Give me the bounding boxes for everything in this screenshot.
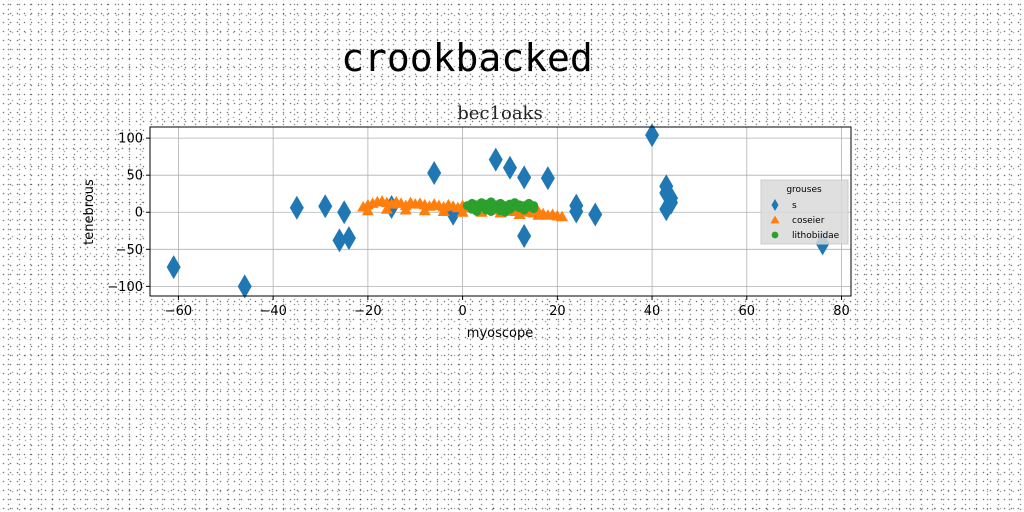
x-tick-label: −60 [165,304,192,319]
legend: grouses s coseier lithobiidae [760,179,849,245]
data-points [166,123,830,299]
data-point [380,203,393,214]
legend-marker-s [771,199,779,211]
data-point [500,207,510,217]
x-tick-label: 0 [458,304,466,319]
data-point [488,147,503,172]
data-point [502,155,517,180]
data-point [361,204,374,216]
axis-ticks: −60 −40 −20 0 20 40 60 80 −100 −50 0 50 100 [107,132,850,319]
x-tick-label: 80 [833,304,850,319]
x-tick-label: 60 [739,304,756,319]
x-tick-label: −20 [354,304,381,319]
y-tick-label: 50 [126,169,143,184]
data-point [540,166,555,191]
data-point [569,199,584,224]
y-tick-label: 100 [118,132,143,147]
x-tick-label: 40 [644,304,661,319]
x-tick-label: −40 [259,304,286,319]
legend-marker-coseier [770,215,780,224]
legend-title: grouses [786,185,822,195]
data-point [166,255,181,280]
data-point [427,160,442,185]
legend-entries: s coseier lithobiidae [770,199,840,241]
x-tick-label: 20 [549,304,566,319]
data-point [341,226,356,251]
data-point [659,197,674,222]
y-axis-label: tenebrous [82,179,97,245]
series-lithobiidae [462,197,539,217]
data-point [289,195,304,220]
data-point [532,209,545,220]
data-point [437,205,450,216]
y-tick-label: 0 [135,206,143,221]
data-point [318,194,333,219]
data-point [332,228,347,253]
series-s [166,123,830,299]
data-point [529,201,539,211]
figure-suptitle: crookbacked [341,36,593,80]
data-point [456,206,469,217]
data-point [237,274,252,299]
data-point [513,208,526,219]
y-tick-label: −100 [107,280,143,295]
data-point [399,204,412,215]
data-point [556,210,569,222]
data-point [517,223,532,248]
data-point [588,202,603,227]
data-point [337,200,352,225]
data-point [517,165,532,190]
legend-label-lithobiidae: lithobiidae [792,231,840,241]
plot-frame [149,126,852,297]
x-axis-label: myoscope [467,326,533,341]
data-point [486,207,496,216]
legend-label-s: s [792,201,797,211]
legend-label-coseier: coseier [792,216,825,226]
data-point [472,207,482,216]
data-point [418,204,431,216]
legend-marker-lithobiidae [771,231,779,239]
chart-title: bec1oaks [457,103,542,124]
y-tick-label: −50 [116,243,143,258]
data-point [645,123,660,148]
